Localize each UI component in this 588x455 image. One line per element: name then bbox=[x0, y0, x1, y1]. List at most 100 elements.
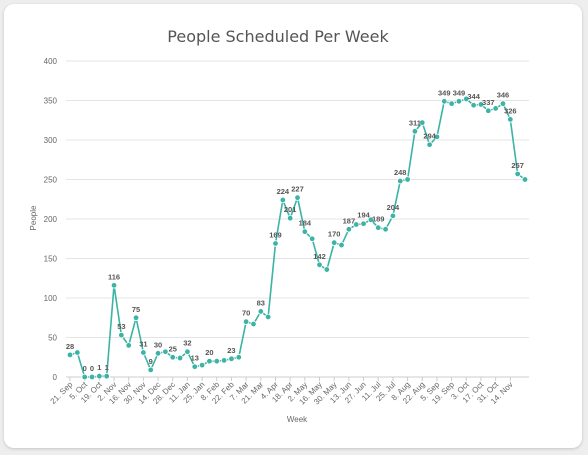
data-point[interactable] bbox=[118, 331, 125, 339]
data-point[interactable] bbox=[154, 350, 162, 357]
data-point[interactable] bbox=[235, 354, 242, 361]
y-tick-label: 100 bbox=[44, 294, 58, 303]
data-point[interactable] bbox=[191, 363, 198, 370]
data-point[interactable] bbox=[382, 226, 389, 233]
data-label: 189 bbox=[372, 215, 385, 224]
data-point[interactable] bbox=[338, 241, 345, 249]
data-point[interactable] bbox=[360, 220, 367, 227]
data-label: 70 bbox=[242, 309, 250, 318]
data-label: 25 bbox=[169, 344, 177, 353]
data-point[interactable] bbox=[103, 373, 110, 380]
data-point[interactable] bbox=[323, 266, 331, 273]
data-label: 201 bbox=[284, 205, 297, 214]
data-point[interactable] bbox=[330, 239, 338, 246]
data-point[interactable] bbox=[147, 366, 154, 374]
y-tick-label: 300 bbox=[44, 136, 58, 145]
data-point[interactable] bbox=[316, 261, 323, 269]
data-point[interactable] bbox=[294, 194, 301, 201]
data-point[interactable] bbox=[477, 101, 485, 108]
data-point[interactable] bbox=[279, 196, 287, 204]
data-points bbox=[66, 95, 529, 381]
data-label: 204 bbox=[387, 203, 400, 212]
data-label: 32 bbox=[183, 339, 191, 348]
data-point[interactable] bbox=[426, 141, 433, 148]
data-point[interactable] bbox=[286, 215, 294, 222]
data-point[interactable] bbox=[448, 100, 455, 107]
data-point[interactable] bbox=[125, 342, 132, 349]
data-point[interactable] bbox=[308, 235, 316, 242]
y-axis-ticks: 0 50 100 150 200 250 300 350 400 bbox=[44, 57, 58, 382]
data-point[interactable] bbox=[419, 119, 426, 126]
data-point[interactable] bbox=[169, 354, 176, 361]
data-point[interactable] bbox=[507, 116, 514, 123]
gridlines bbox=[66, 60, 529, 378]
data-point[interactable] bbox=[88, 373, 96, 381]
data-point[interactable] bbox=[433, 133, 441, 141]
data-point[interactable] bbox=[162, 348, 169, 355]
data-point[interactable] bbox=[198, 361, 206, 369]
y-tick-label: 200 bbox=[44, 215, 58, 224]
data-point[interactable] bbox=[411, 128, 419, 135]
data-point[interactable] bbox=[485, 107, 492, 114]
data-label: 28 bbox=[66, 342, 74, 351]
data-point[interactable] bbox=[213, 358, 220, 365]
data-point[interactable] bbox=[389, 212, 397, 220]
data-point[interactable] bbox=[492, 105, 499, 112]
data-point[interactable] bbox=[81, 373, 88, 381]
data-label: 294 bbox=[423, 132, 436, 141]
data-label: 326 bbox=[504, 106, 517, 115]
data-point[interactable] bbox=[184, 348, 191, 355]
data-point[interactable] bbox=[257, 308, 265, 315]
series-line bbox=[69, 98, 526, 378]
data-label: 311 bbox=[409, 118, 421, 127]
data-point[interactable] bbox=[463, 95, 470, 103]
data-point[interactable] bbox=[228, 355, 235, 363]
data-label: 0 bbox=[90, 364, 94, 373]
data-label: 227 bbox=[291, 185, 304, 194]
data-point[interactable] bbox=[470, 102, 477, 109]
data-point[interactable] bbox=[375, 224, 382, 231]
data-point[interactable] bbox=[521, 176, 529, 183]
data-label: 142 bbox=[313, 252, 326, 261]
data-point[interactable] bbox=[514, 170, 521, 178]
data-point[interactable] bbox=[272, 240, 279, 247]
data-label: 75 bbox=[132, 305, 140, 314]
data-point[interactable] bbox=[404, 176, 411, 183]
data-point[interactable] bbox=[176, 354, 184, 362]
data-label: 169 bbox=[269, 230, 282, 239]
data-point[interactable] bbox=[220, 357, 228, 364]
data-point[interactable] bbox=[499, 100, 507, 107]
data-point[interactable] bbox=[66, 351, 74, 359]
data-label: 257 bbox=[511, 161, 524, 170]
data-point[interactable] bbox=[367, 216, 375, 223]
data-point[interactable] bbox=[140, 349, 147, 356]
data-point[interactable] bbox=[206, 358, 213, 365]
data-point[interactable] bbox=[74, 349, 81, 356]
data-point[interactable] bbox=[353, 221, 360, 228]
data-point[interactable] bbox=[455, 98, 463, 105]
data-point[interactable] bbox=[250, 320, 257, 328]
data-point[interactable] bbox=[345, 226, 353, 233]
data-point[interactable] bbox=[110, 282, 118, 289]
data-point[interactable] bbox=[397, 177, 404, 185]
data-label: 337 bbox=[482, 98, 495, 107]
x-axis-title: Week bbox=[287, 415, 308, 424]
data-label: 1 bbox=[105, 363, 109, 372]
data-point[interactable] bbox=[301, 228, 309, 235]
data-label: 83 bbox=[257, 298, 265, 307]
data-point[interactable] bbox=[132, 314, 140, 321]
data-label: 20 bbox=[205, 348, 213, 357]
data-point[interactable] bbox=[441, 98, 448, 105]
data-label: 13 bbox=[191, 354, 199, 363]
data-point[interactable] bbox=[264, 313, 272, 321]
data-point[interactable] bbox=[96, 373, 103, 380]
data-label: 346 bbox=[497, 91, 510, 100]
data-point[interactable] bbox=[242, 318, 250, 325]
data-label: 184 bbox=[299, 219, 312, 228]
data-label: 1 bbox=[97, 363, 101, 372]
y-axis-title: People bbox=[29, 205, 38, 230]
y-tick-label: 0 bbox=[53, 373, 58, 382]
